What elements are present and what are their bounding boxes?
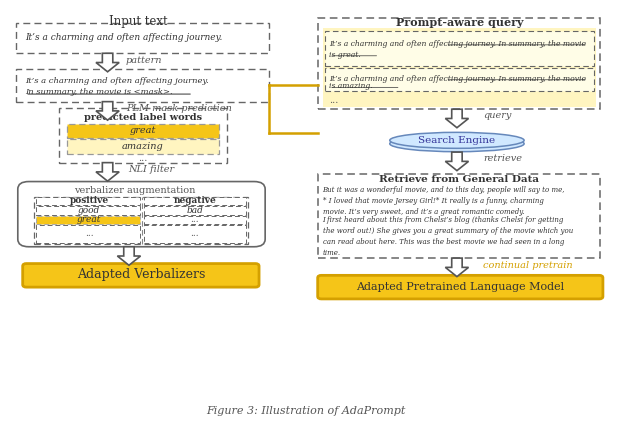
Text: Adapted Verbalizers: Adapted Verbalizers [77,268,205,281]
Text: query: query [483,111,511,120]
Ellipse shape [390,136,524,151]
FancyBboxPatch shape [323,28,596,107]
FancyBboxPatch shape [36,197,140,205]
Text: Search Engine: Search Engine [419,136,495,145]
Text: good: good [78,206,100,215]
Text: verbalizer augmentation: verbalizer augmentation [74,186,195,195]
Polygon shape [445,152,468,170]
Text: ...: ... [330,96,339,106]
Text: Adapted Pretrained Language Model: Adapted Pretrained Language Model [356,282,564,292]
Text: ...: ... [191,215,199,225]
Text: bad: bad [186,206,204,215]
FancyBboxPatch shape [143,225,246,243]
FancyBboxPatch shape [22,264,259,287]
FancyBboxPatch shape [317,275,603,299]
FancyBboxPatch shape [36,225,140,243]
Text: is great.: is great. [330,51,361,59]
FancyBboxPatch shape [16,69,269,102]
Text: It’s a charming and often affecting journey.: It’s a charming and often affecting jour… [25,33,223,42]
Polygon shape [96,53,119,72]
Text: It’s a charming and often affecting journey. In summary, the movie: It’s a charming and often affecting jour… [330,75,586,83]
Polygon shape [96,162,119,181]
Text: ...: ... [138,154,148,163]
FancyBboxPatch shape [36,206,140,215]
FancyBboxPatch shape [36,216,140,225]
Polygon shape [117,247,141,265]
FancyBboxPatch shape [143,206,246,215]
Text: is amazing.: is amazing. [330,82,373,90]
Text: retrieve: retrieve [483,154,522,163]
Text: negative: negative [173,196,216,206]
Text: NLI filter: NLI filter [128,165,174,174]
FancyBboxPatch shape [67,140,219,154]
Polygon shape [445,258,468,276]
Text: Input text: Input text [109,16,168,28]
FancyBboxPatch shape [143,216,246,225]
FancyBboxPatch shape [67,124,219,138]
FancyBboxPatch shape [318,174,600,258]
FancyBboxPatch shape [16,23,269,53]
Text: Prompt-aware query: Prompt-aware query [396,17,523,28]
Text: Figure 3: Illustration of AdaPrompt: Figure 3: Illustration of AdaPrompt [206,406,406,416]
Text: positive: positive [70,196,109,206]
FancyBboxPatch shape [318,18,600,109]
Text: But it was a wonderful movie, and to this day, people will say to me,
* I loved : But it was a wonderful movie, and to thi… [323,186,565,216]
Text: I first heard about this from Chelsi’s blog (thanks Chelsi for getting
the word : I first heard about this from Chelsi’s b… [323,216,573,257]
FancyBboxPatch shape [325,31,594,66]
Text: great: great [77,215,102,225]
Text: great: great [130,126,156,135]
Polygon shape [445,109,468,128]
Ellipse shape [390,133,524,148]
Text: ...: ... [191,229,199,238]
Text: continual pretrain: continual pretrain [483,261,573,270]
Text: pattern: pattern [126,56,163,65]
Text: PLM mask prediction: PLM mask prediction [126,104,232,113]
Text: predicted label words: predicted label words [84,113,202,122]
Text: ...: ... [85,229,93,238]
Text: Retrieve from General Data: Retrieve from General Data [380,175,540,184]
Text: amazing: amazing [122,142,164,151]
FancyBboxPatch shape [143,197,246,205]
FancyBboxPatch shape [18,181,265,247]
Text: It’s a charming and often affecting journey.: It’s a charming and often affecting jour… [25,77,209,84]
Text: It’s a charming and often affecting journey. In summary, the movie: It’s a charming and often affecting jour… [330,40,586,48]
Text: In summary, the movie is <mask>.: In summary, the movie is <mask>. [25,88,173,96]
FancyBboxPatch shape [59,108,227,162]
FancyBboxPatch shape [35,197,248,244]
Polygon shape [96,102,119,120]
FancyBboxPatch shape [325,68,594,91]
